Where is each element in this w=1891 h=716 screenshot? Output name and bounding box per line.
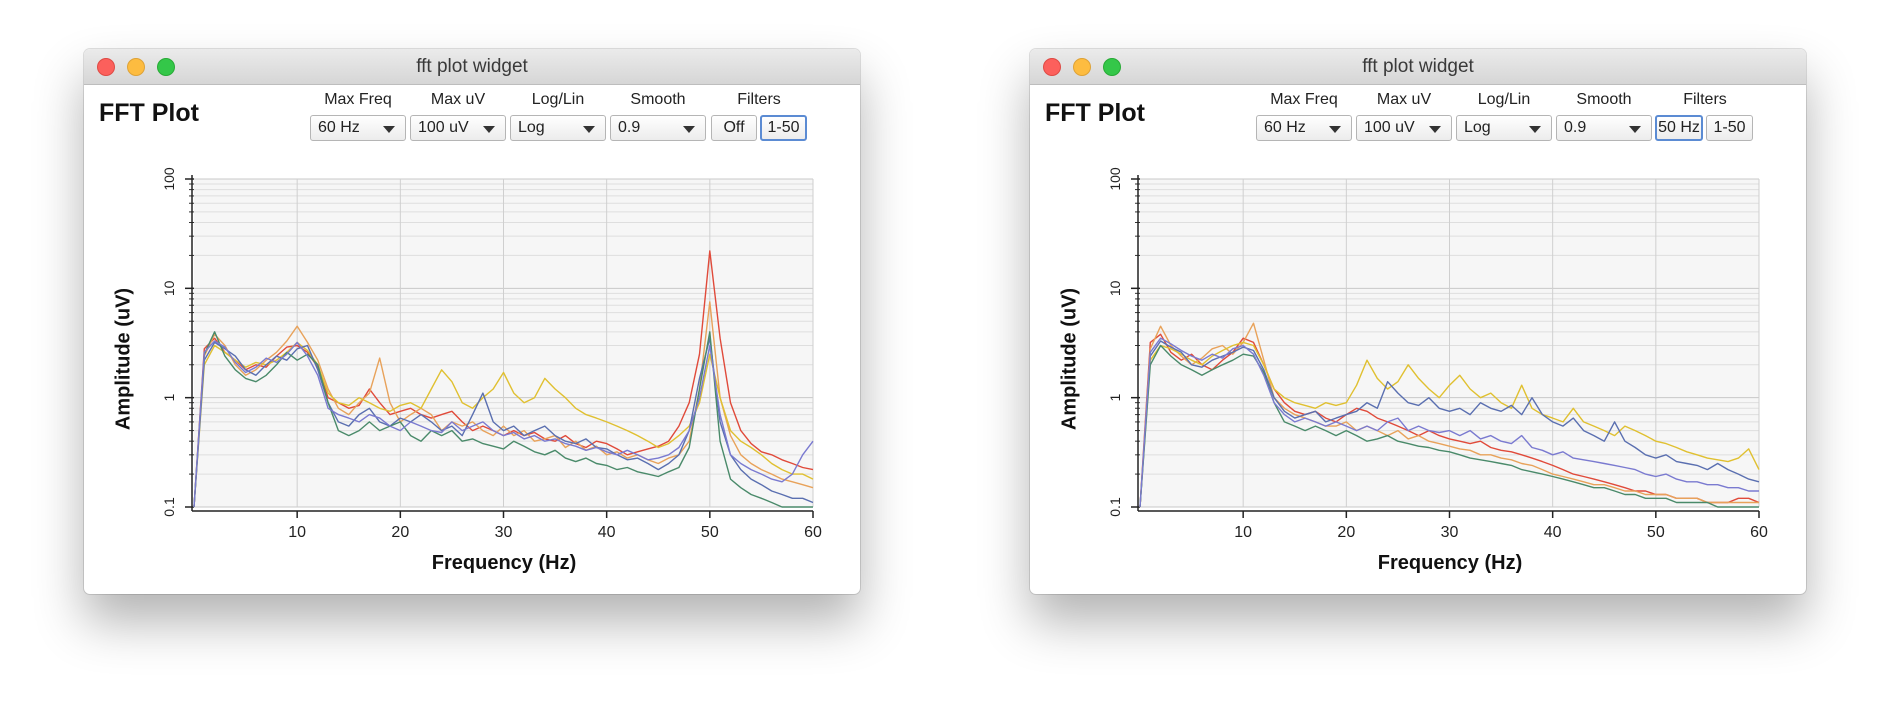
series-line-6 [1139,337,1759,508]
smooth-label: Smooth [630,91,686,108]
smooth-value: 0.9 [1564,119,1587,136]
x-tick-label: 10 [1234,524,1252,541]
x-tick-label: 40 [1544,524,1562,541]
chevron-down-icon [383,126,395,133]
smooth-value: 0.9 [618,119,641,136]
x-axis-label: Frequency (Hz) [1377,552,1523,574]
smooth-label: Smooth [1576,91,1632,108]
minimize-icon[interactable] [1073,58,1091,76]
series-line-6 [193,340,814,508]
plot-title: FFT Plot [99,99,199,127]
log-lin-dropdown[interactable]: Log [510,115,606,141]
filters-label: Filters [1683,91,1727,108]
zoom-icon[interactable] [157,58,175,76]
max-uv-value: 100 uV [418,119,469,136]
close-icon[interactable] [1043,58,1061,76]
plot-title: FFT Plot [1045,99,1145,127]
chevron-down-icon [1629,126,1641,133]
chevron-down-icon [1429,126,1441,133]
smooth-dropdown[interactable]: 0.9 [610,115,706,141]
series-line-5 [1139,344,1759,508]
x-tick-label: 60 [804,524,822,541]
y-tick-label: 10 [161,280,177,296]
max-freq-dropdown[interactable]: 60 Hz [310,115,406,141]
y-tick-label: 10 [1107,280,1123,296]
chevron-down-icon [683,126,695,133]
max-uv-label: Max uV [430,91,486,108]
window-title: fft plot widget [1362,56,1474,77]
x-tick-label: 60 [1750,524,1768,541]
filter-off-button[interactable]: Off [711,115,757,141]
x-tick-label: 50 [701,524,719,541]
title-bar[interactable]: fft plot widget [84,49,860,85]
y-tick-label: 0.1 [161,497,177,517]
x-tick-label: 50 [1647,524,1665,541]
x-tick-label: 20 [391,524,409,541]
filter-50hz-button[interactable]: 50 Hz [1655,115,1703,141]
log-lin-value: Log [518,119,545,136]
y-axis-label: Amplitude (uV) [112,287,135,431]
smooth-dropdown[interactable]: 0.9 [1556,115,1652,141]
x-tick-label: 30 [495,524,513,541]
chevron-down-icon [1529,126,1541,133]
max-uv-dropdown[interactable]: 100 uV [410,115,506,141]
y-tick-label: 1 [161,394,177,402]
max-uv-dropdown[interactable]: 100 uV [1356,115,1452,141]
x-tick-label: 10 [288,524,306,541]
max-freq-value: 60 Hz [1264,119,1306,136]
minimize-icon[interactable] [127,58,145,76]
chevron-down-icon [583,126,595,133]
log-lin-value: Log [1464,119,1491,136]
series-line-3 [1139,341,1760,508]
max-freq-label: Max Freq [324,91,392,108]
x-tick-label: 40 [598,524,616,541]
log-lin-label: Log/Lin [1477,91,1531,108]
chevron-down-icon [483,126,495,133]
max-uv-label: Max uV [1376,91,1432,108]
y-tick-label: 0.1 [1107,497,1123,517]
log-lin-dropdown[interactable]: Log [1456,115,1552,141]
fft-plot-window-2: fft plot widget FFT Plot Max Freq 60 Hz … [1030,49,1806,594]
filter-1-50-button[interactable]: 1-50 [1706,115,1753,141]
series-line-2 [193,301,814,508]
fft-chart: 0.1 1 10 100 10 20 30 40 50 60 [1107,167,1768,541]
zoom-icon[interactable] [1103,58,1121,76]
x-axis-label: Frequency (Hz) [431,552,577,574]
series-line-4 [1139,340,1760,508]
y-tick-label: 100 [161,167,177,191]
x-tick-label: 30 [1441,524,1459,541]
max-freq-value: 60 Hz [318,119,360,136]
x-tick-label: 20 [1337,524,1355,541]
log-lin-label: Log/Lin [531,91,585,108]
filter-1-50-button[interactable]: 1-50 [760,115,807,141]
chevron-down-icon [1329,126,1341,133]
y-tick-label: 1 [1107,394,1123,402]
max-uv-value: 100 uV [1364,119,1415,136]
window-title: fft plot widget [416,56,528,77]
title-bar[interactable]: fft plot widget [1030,49,1806,85]
close-icon[interactable] [97,58,115,76]
filters-label: Filters [737,91,781,108]
series-line-5 [193,331,813,508]
y-axis-label: Amplitude (uV) [1058,287,1081,431]
y-tick-label: 100 [1107,167,1123,191]
max-freq-label: Max Freq [1270,91,1338,108]
fft-plot-window-1: fft plot widget FFT Plot Max Freq 60 Hz … [84,49,860,594]
max-freq-dropdown[interactable]: 60 Hz [1256,115,1352,141]
fft-chart: 0.1 1 10 100 10 20 30 40 50 60 [161,167,822,541]
